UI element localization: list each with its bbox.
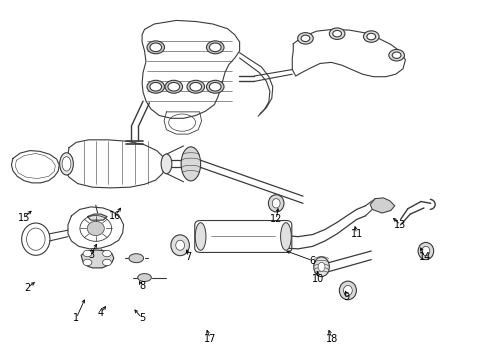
Ellipse shape (417, 242, 433, 260)
Ellipse shape (175, 240, 184, 250)
Circle shape (329, 28, 344, 40)
Text: 7: 7 (185, 252, 191, 262)
Text: 13: 13 (394, 220, 406, 230)
Ellipse shape (280, 223, 291, 250)
Text: 11: 11 (350, 229, 362, 239)
Circle shape (297, 33, 313, 44)
Ellipse shape (268, 195, 284, 212)
Ellipse shape (138, 274, 151, 282)
Circle shape (102, 259, 111, 266)
Text: 14: 14 (418, 252, 430, 262)
Text: 6: 6 (309, 256, 315, 266)
Ellipse shape (339, 281, 356, 300)
Ellipse shape (87, 221, 104, 235)
Circle shape (189, 82, 201, 91)
Circle shape (186, 80, 204, 93)
Ellipse shape (343, 285, 351, 296)
Circle shape (366, 33, 375, 40)
Circle shape (391, 52, 400, 58)
Circle shape (363, 31, 378, 42)
Circle shape (83, 259, 92, 266)
Text: 4: 4 (98, 308, 103, 318)
Circle shape (206, 41, 224, 54)
Circle shape (209, 43, 221, 51)
Text: 16: 16 (109, 211, 121, 221)
Ellipse shape (129, 254, 143, 263)
Ellipse shape (60, 153, 73, 175)
Ellipse shape (161, 154, 171, 174)
Circle shape (332, 31, 341, 37)
Circle shape (150, 82, 161, 91)
Ellipse shape (181, 147, 200, 181)
Circle shape (164, 80, 182, 93)
Circle shape (147, 80, 164, 93)
Text: 17: 17 (204, 333, 216, 343)
Ellipse shape (272, 199, 280, 208)
Circle shape (147, 41, 164, 54)
Circle shape (206, 80, 224, 93)
Text: 10: 10 (311, 274, 323, 284)
Text: 9: 9 (343, 292, 349, 302)
Text: 5: 5 (139, 313, 145, 323)
Ellipse shape (170, 235, 189, 256)
Polygon shape (81, 250, 114, 268)
Ellipse shape (195, 223, 205, 250)
Text: 18: 18 (325, 333, 338, 343)
Polygon shape (87, 214, 107, 220)
Ellipse shape (313, 257, 329, 276)
Circle shape (150, 43, 161, 51)
Circle shape (388, 49, 404, 61)
Circle shape (83, 250, 92, 257)
Ellipse shape (62, 157, 71, 171)
Text: 8: 8 (139, 281, 145, 291)
Circle shape (167, 82, 179, 91)
Circle shape (301, 35, 309, 41)
Ellipse shape (421, 246, 429, 256)
Ellipse shape (318, 262, 325, 271)
Text: 2: 2 (24, 283, 31, 293)
Text: 1: 1 (73, 313, 79, 323)
Circle shape (209, 82, 221, 91)
Text: 3: 3 (88, 250, 94, 260)
Circle shape (102, 250, 111, 257)
Text: 12: 12 (269, 215, 282, 224)
Text: 15: 15 (18, 213, 30, 222)
Polygon shape (369, 198, 394, 213)
